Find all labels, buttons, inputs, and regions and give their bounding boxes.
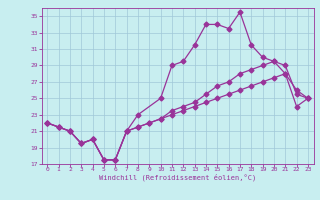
X-axis label: Windchill (Refroidissement éolien,°C): Windchill (Refroidissement éolien,°C) bbox=[99, 174, 256, 181]
